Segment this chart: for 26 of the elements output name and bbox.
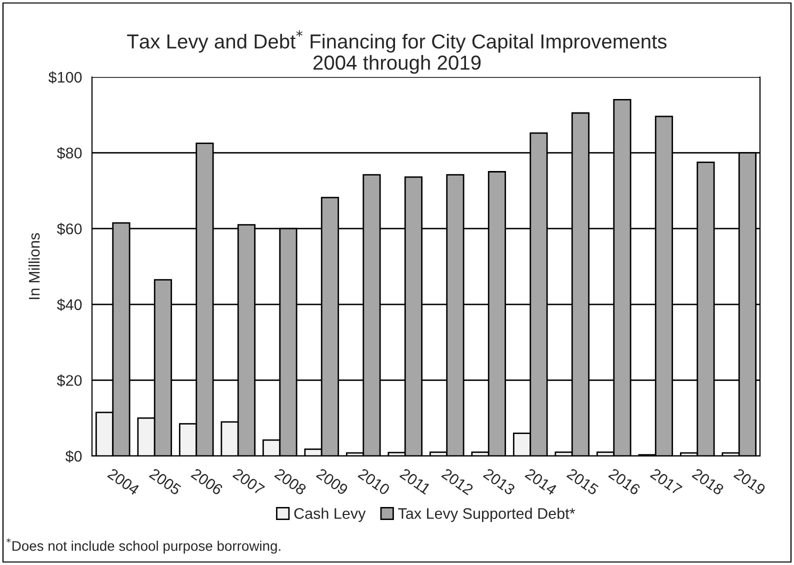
- y-tick-label: $60: [56, 222, 82, 236]
- x-tick-label: 2010: [358, 468, 390, 496]
- x-tick-label: 2004: [107, 468, 140, 496]
- x-tick-label: 2006: [190, 468, 224, 496]
- x-tick-label: 2011: [399, 468, 432, 495]
- chart-title: Tax Levy and Debt$^{*}$ Financing for City Capital Improvements 2004 through 2019: [127, 30, 666, 74]
- y-axis-title: In Millions: [28, 233, 40, 300]
- x-tick-label: 2008: [274, 468, 307, 496]
- y-tick-label: $40: [56, 298, 82, 311]
- x-tick-label: 2018: [692, 468, 724, 496]
- x-tick-label: 2005: [148, 468, 182, 496]
- y-tick-label: $20: [56, 374, 82, 387]
- y-tick-label: $80: [56, 147, 82, 160]
- legend-label: Tax Levy Supported Debt*: [398, 508, 576, 522]
- x-tick-label: 2007: [232, 468, 266, 496]
- x-tick-label: 2016: [608, 468, 641, 496]
- x-tick-label: 2019: [733, 468, 766, 496]
- x-tick-label: 2014: [524, 468, 558, 496]
- y-tick-label: $100: [48, 71, 82, 84]
- x-tick-label: 2017: [650, 468, 683, 496]
- legend-label: Cash Levy: [294, 508, 366, 522]
- y-tick-label: $0: [65, 450, 82, 463]
- x-tick-label: 2013: [482, 468, 516, 496]
- x-tick-label: 2015: [566, 468, 600, 496]
- x-tick-label: 2009: [316, 468, 349, 496]
- text: $^{*}$Does not include school purpose borrowing.: [6, 538, 280, 554]
